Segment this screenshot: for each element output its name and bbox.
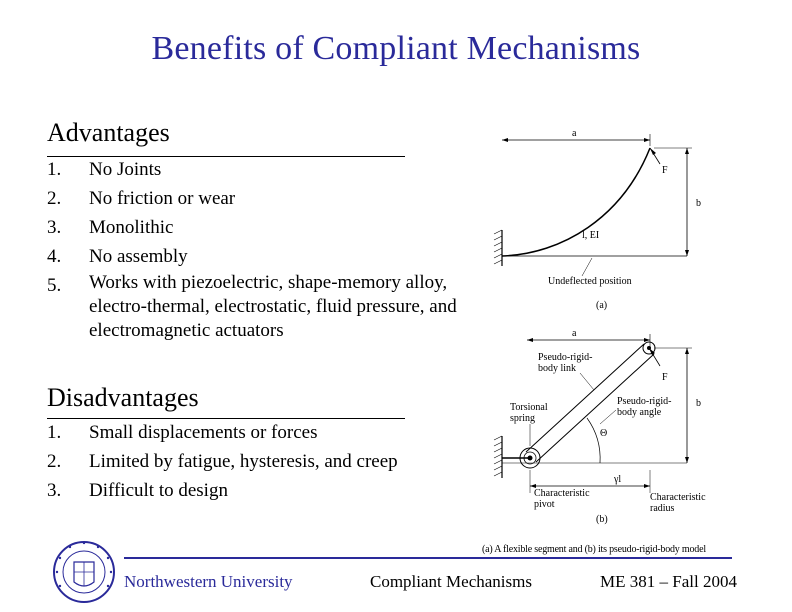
panel-b-diagram: a F b Θ Pse — [493, 328, 706, 525]
item-number: 2. — [47, 451, 62, 472]
item-text: No friction or wear — [89, 188, 236, 209]
char-pivot-label-1: Characteristic — [534, 488, 590, 499]
force-f2-label: F — [662, 372, 668, 383]
force-f-label: F — [662, 165, 668, 176]
list-item: 1. Small displacements or forces — [47, 418, 467, 447]
char-radius-label-2: radius — [650, 503, 675, 514]
northwestern-seal-logo — [53, 541, 115, 603]
prb-link-label-2: body link — [538, 363, 576, 374]
footer-topic: Compliant Mechanisms — [370, 572, 532, 591]
disadvantages-heading: Disadvantages — [47, 383, 199, 412]
prb-link-label-1: Pseudo-rigid- — [538, 352, 592, 363]
item-text: Monolithic — [89, 217, 174, 238]
compliant-beam-figure: a F b l, EI Undeflected position (a) a — [493, 128, 706, 525]
theta-label: Θ — [600, 428, 607, 439]
item-text: Small displacements or forces — [89, 422, 318, 443]
item-text: No Joints — [89, 159, 162, 180]
item-number: 2. — [47, 188, 62, 209]
item-text: No assembly — [89, 246, 188, 267]
item-number: 4. — [47, 246, 62, 267]
char-pivot-label-2: pivot — [534, 499, 555, 510]
list-item: 3. Difficult to design — [47, 476, 467, 505]
advantages-list: 1. No Joints 2. No friction or wear 3. Mono… — [47, 155, 467, 343]
footer-rule — [124, 557, 732, 559]
disadvantages-underline — [47, 418, 405, 419]
prb-angle-label-1: Pseudo-rigid- — [617, 396, 671, 407]
torsional-label-2: spring — [510, 413, 535, 424]
torsional-label-1: Torsional — [510, 402, 548, 413]
panel-a-diagram: a F b l, EI Undeflected position (a) — [493, 128, 701, 311]
figure-caption: (a) A flexible segment and (b) its pseud… — [482, 544, 706, 555]
list-item: 2. No friction or wear — [47, 184, 467, 213]
dim-a-label: a — [572, 128, 577, 139]
list-item: 5. Works with piezoelectric, shape-memory… — [47, 271, 467, 343]
advantages-underline — [47, 156, 405, 157]
item-text: Works with piezoelectric, shape-memory a… — [89, 272, 457, 341]
undeflected-label: Undeflected position — [548, 276, 632, 287]
beam-stiffness-label: l, EI — [582, 230, 599, 241]
item-text: Difficult to design — [89, 480, 228, 501]
footer-course: ME 381 – Fall 2004 — [600, 572, 737, 591]
item-text: Limited by fatigue, hysteresis, and cree… — [89, 451, 398, 472]
item-number: 3. — [47, 480, 62, 501]
item-number: 1. — [47, 422, 62, 443]
gamma-l-label: γl — [613, 474, 621, 485]
item-number: 1. — [47, 159, 62, 180]
footer-university: Northwestern University — [124, 572, 293, 591]
item-number: 3. — [47, 217, 62, 238]
panel-a-label: (a) — [596, 300, 607, 311]
slide-title: Benefits of Compliant Mechanisms — [151, 30, 641, 67]
item-number: 5. — [47, 275, 62, 296]
advantages-heading: Advantages — [47, 118, 170, 147]
list-item: 3. Monolithic — [47, 213, 467, 242]
char-radius-label-1: Characteristic — [650, 492, 706, 503]
prb-angle-label-2: body angle — [617, 407, 662, 418]
disadvantages-list: 1. Small displacements or forces 2. Limite… — [47, 418, 467, 505]
list-item: 1. No Joints — [47, 155, 467, 184]
dim-b-label: b — [696, 198, 701, 209]
list-item: 2. Limited by fatigue, hysteresis, and cr… — [47, 447, 467, 476]
dim-a2-label: a — [572, 328, 577, 339]
list-item: 4. No assembly — [47, 242, 467, 271]
panel-b-label: (b) — [596, 514, 608, 525]
dim-b2-label: b — [696, 398, 701, 409]
